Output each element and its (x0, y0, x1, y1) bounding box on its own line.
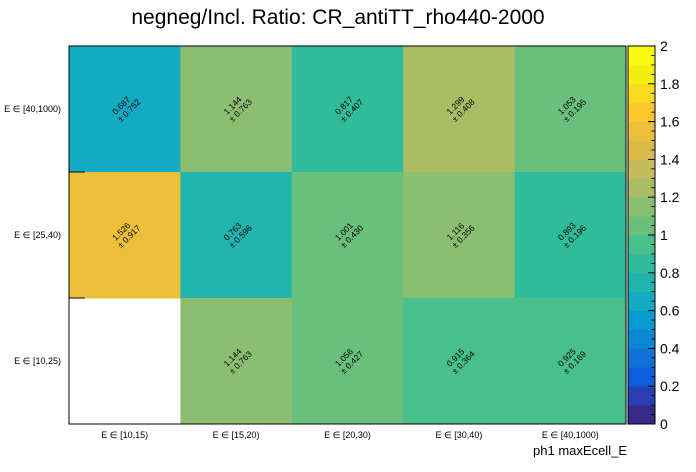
heatmap-cell (69, 172, 181, 299)
colorbar-segment (628, 197, 655, 217)
x-tick-label: E ∈ [30,40) (435, 430, 482, 440)
colorbar-tick-label: 1.4 (660, 151, 680, 167)
colorbar-segment (628, 216, 655, 236)
x-tick-label: E ∈ [40,1000) (542, 430, 599, 440)
colorbar-segment (628, 348, 655, 368)
chart-title: negneg/Incl. Ratio: CR_antiTT_rho440-200… (131, 6, 544, 29)
heatmap-cell (514, 298, 627, 425)
colorbar-tick-label: 0.2 (660, 378, 680, 394)
colorbar-segment (628, 253, 655, 274)
colorbar-segment (628, 83, 655, 104)
colorbar-segment (628, 367, 655, 387)
colorbar-segment (628, 291, 655, 311)
heatmap-cell (180, 172, 293, 299)
colorbar-tick-label: 0.4 (660, 340, 680, 356)
heatmap-cell (403, 172, 516, 299)
colorbar-segment (628, 46, 655, 66)
colorbar-segment (628, 405, 655, 425)
plot-frame (68, 45, 627, 425)
colorbar-segment (628, 178, 655, 198)
colorbar-segment (628, 102, 655, 122)
heatmap-cell (514, 46, 627, 173)
colorbar-segment (628, 272, 655, 293)
heatmap-cell (69, 46, 181, 173)
y-tick-label: E ∈ [25,40) (14, 230, 61, 240)
heatmap-cell (180, 298, 293, 425)
x-axis-label: ph1 maxEcell_E (533, 443, 627, 458)
colorbar-segment (628, 329, 655, 349)
colorbar-tick-label: 0 (660, 416, 668, 432)
colorbar-segment (628, 159, 655, 179)
x-tick-label: E ∈ [10,15) (101, 430, 148, 440)
colorbar-tick-label: 0.8 (660, 265, 680, 281)
x-axis-ticks: E ∈ [10,15) E ∈ [15,20) E ∈ [20,30) E ∈ [30… (101, 430, 598, 440)
colorbar-tick-label: 1.2 (660, 189, 680, 205)
colorbar-segment (628, 121, 655, 141)
colorbar-segment (628, 386, 655, 406)
heatmap-cell (403, 46, 516, 173)
colorbar-segment (628, 140, 655, 160)
heatmap-cell (180, 46, 293, 173)
x-tick-label: E ∈ [20,30) (324, 430, 371, 440)
y-tick-label: E ∈ [10,25) (14, 356, 61, 366)
colorbar-segment (628, 64, 655, 85)
heatmap-cells (69, 46, 627, 425)
colorbar-tick-label: 2 (660, 38, 668, 54)
heatmap-cell (291, 46, 404, 173)
colorbar-segment (628, 235, 655, 255)
y-tick-label: E ∈ [40,1000) (4, 104, 61, 114)
colorbar-tick-label: 1.8 (660, 76, 680, 92)
heatmap-cell (403, 298, 516, 425)
heatmap-cell (514, 172, 627, 299)
y-axis-ticks: E ∈ [40,1000) E ∈ [25,40) E ∈ [10,25) (4, 45, 85, 366)
colorbar-tick-label: 1 (660, 227, 668, 243)
colorbar-segment (628, 310, 655, 330)
colorbar-tick-label: 0.6 (660, 303, 680, 319)
x-tick-label: E ∈ [15,20) (213, 430, 260, 440)
heatmap-cell (291, 298, 404, 425)
colorbar: 0 0.2 0.4 0.6 0.8 1 1.2 1.4 1.6 1.8 2 (627, 38, 680, 432)
colorbar-tick-label: 1.6 (660, 114, 680, 130)
heatmap-cell (291, 172, 404, 299)
